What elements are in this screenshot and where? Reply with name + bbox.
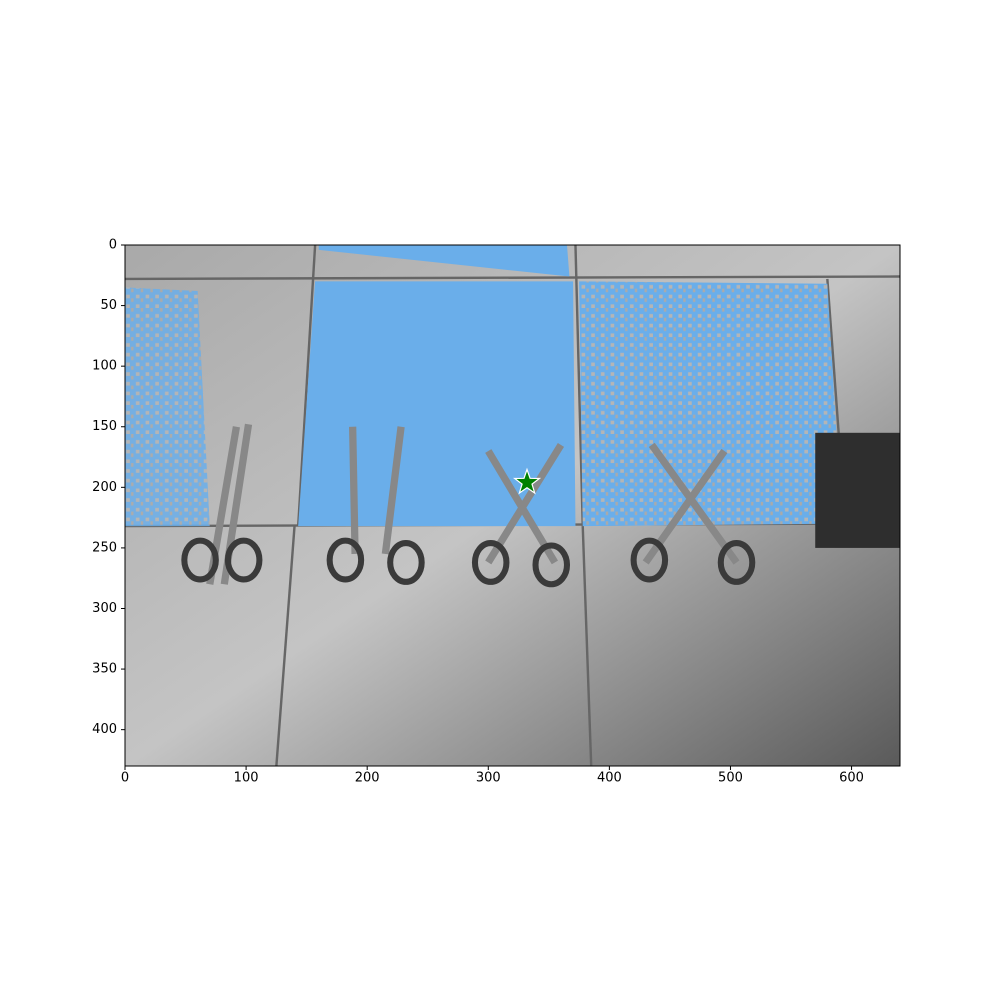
star-marker	[512, 467, 542, 495]
x-tick-label: 0	[121, 771, 129, 786]
axes-frame	[124, 244, 901, 767]
x-tick-label: 100	[234, 771, 259, 786]
image	[125, 245, 900, 766]
y-tick-label: 300	[92, 601, 117, 616]
x-tick-label: 400	[597, 771, 622, 786]
x-tick-label: 500	[718, 771, 743, 786]
y-tick-label: 250	[92, 540, 117, 555]
x-tick-label: 200	[355, 771, 380, 786]
y-tick-label: 100	[92, 359, 117, 374]
y-tick-label: 150	[92, 419, 117, 434]
x-tick-label: 600	[839, 771, 864, 786]
y-tick-label: 50	[100, 298, 117, 313]
x-tick-label: 300	[476, 771, 501, 786]
y-tick-label: 200	[92, 480, 117, 495]
y-tick-label: 350	[92, 662, 117, 677]
y-tick-label: 400	[92, 722, 117, 737]
y-tick-label: 0	[109, 238, 117, 253]
